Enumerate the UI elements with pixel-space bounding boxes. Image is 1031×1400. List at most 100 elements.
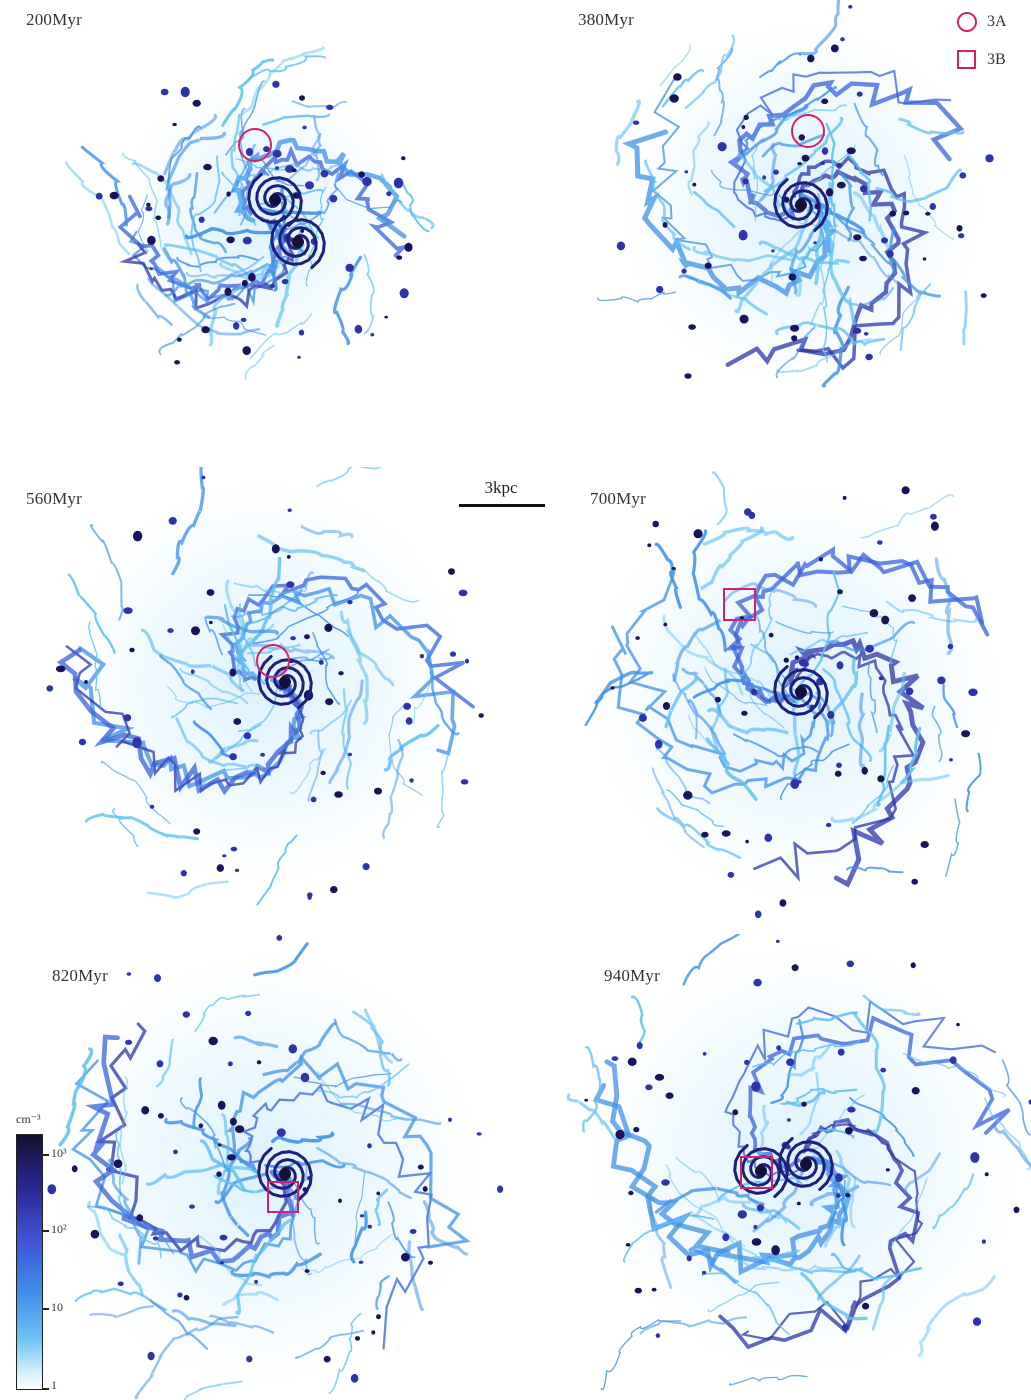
gas-filament xyxy=(410,669,433,725)
diffuse-gas-halo xyxy=(28,934,502,1400)
gas-filament xyxy=(352,1010,391,1087)
dense-gas-clump xyxy=(145,206,153,212)
gas-filament xyxy=(983,1097,1031,1171)
gas-filament xyxy=(610,625,830,795)
dense-gas-clump xyxy=(347,752,352,757)
gas-filament xyxy=(300,525,354,539)
dense-gas-clump xyxy=(837,1048,845,1056)
dense-gas-clump xyxy=(404,242,413,252)
dense-gas-clump xyxy=(930,521,939,531)
gas-filament xyxy=(775,321,886,347)
gas-filament xyxy=(654,1186,765,1214)
dense-gas-clump xyxy=(821,147,829,155)
panel-200myr: 200Myr xyxy=(0,0,515,466)
gas-filament xyxy=(164,173,192,226)
dense-gas-clump xyxy=(984,1172,989,1177)
dense-gas-clump xyxy=(219,1261,224,1265)
gas-filament xyxy=(86,1200,125,1257)
dense-gas-clump xyxy=(616,241,626,251)
dense-gas-clump xyxy=(146,202,151,207)
dense-gas-clump xyxy=(176,337,182,342)
nuclear-spiral xyxy=(265,658,313,709)
dense-gas-clump xyxy=(226,191,231,197)
gas-filament xyxy=(293,1072,392,1088)
dense-gas-clump xyxy=(203,163,212,171)
dense-gas-clump xyxy=(287,508,292,512)
gas-filament xyxy=(235,1217,294,1316)
dense-gas-clump xyxy=(663,622,668,627)
gas-filament xyxy=(238,46,325,117)
gas-filament xyxy=(687,121,710,196)
dense-gas-clump xyxy=(330,886,338,894)
dense-gas-clump xyxy=(739,314,749,324)
gas-filament xyxy=(604,1059,840,1266)
gas-filament xyxy=(825,122,837,228)
dense-gas-clump xyxy=(224,287,232,296)
dense-gas-clump xyxy=(71,1165,78,1173)
dense-gas-clump xyxy=(686,1255,692,1262)
dense-gas-clump xyxy=(885,1168,890,1172)
nuclear-spiral xyxy=(781,181,829,232)
gas-filament xyxy=(799,0,841,56)
dense-gas-clump xyxy=(636,1042,643,1050)
galaxy-density-map-700myr xyxy=(570,467,1022,919)
dense-gas-clump xyxy=(276,1128,286,1137)
gas-filament xyxy=(253,942,309,977)
dense-gas-clump xyxy=(684,373,692,379)
dense-gas-clump xyxy=(147,1351,155,1361)
dense-gas-clump xyxy=(173,1149,178,1155)
gas-filament xyxy=(218,575,475,709)
colorbar-tick-label: 10³ xyxy=(51,1146,67,1160)
dense-gas-clump xyxy=(216,864,224,872)
dense-gas-clump xyxy=(393,177,404,189)
gas-filament xyxy=(904,1152,942,1194)
gas-filament xyxy=(846,866,904,874)
dense-gas-clump xyxy=(269,283,275,289)
gas-filament xyxy=(847,152,873,222)
gas-filament xyxy=(131,161,193,256)
dense-gas-clump xyxy=(227,1061,233,1067)
dense-gas-clump xyxy=(846,147,856,155)
dense-gas-clump xyxy=(836,661,844,670)
dense-gas-clump xyxy=(847,1106,856,1113)
time-label-560myr: 560Myr xyxy=(26,489,82,508)
gas-filament xyxy=(848,287,895,308)
gas-filament xyxy=(328,679,364,785)
gas-filament xyxy=(189,172,227,254)
dense-gas-clump xyxy=(610,686,615,690)
dense-gas-clump xyxy=(860,185,868,193)
dense-gas-clump xyxy=(226,236,235,244)
gas-filament xyxy=(295,1329,365,1360)
dense-gas-clump xyxy=(790,778,800,789)
dense-gas-clump xyxy=(55,665,66,673)
dense-gas-clump xyxy=(1013,1206,1020,1213)
dense-gas-clump xyxy=(334,791,343,798)
dense-gas-clump xyxy=(276,935,283,941)
gas-filament xyxy=(768,229,802,284)
dense-gas-clump xyxy=(635,636,640,640)
gas-filament xyxy=(691,529,727,653)
nuclear-spiral xyxy=(255,176,303,227)
gas-filament xyxy=(380,173,435,230)
dense-gas-clump xyxy=(324,623,333,632)
colorbar-gradient xyxy=(16,1134,43,1390)
nuclear-spiral xyxy=(786,1140,834,1191)
dense-gas-clump xyxy=(286,555,291,559)
dense-gas-clump xyxy=(654,739,663,749)
dense-gas-clump xyxy=(149,804,155,809)
gas-filament xyxy=(263,648,330,681)
gas-filament xyxy=(707,1281,780,1313)
gas-filament xyxy=(917,1275,997,1358)
dense-gas-clump xyxy=(84,680,88,684)
gas-filament xyxy=(388,702,423,797)
dense-gas-clump xyxy=(980,293,987,298)
dense-gas-clump xyxy=(702,1052,707,1056)
gas-filament xyxy=(339,1102,442,1126)
gas-filament xyxy=(879,290,927,356)
dense-gas-clump xyxy=(741,710,748,716)
nuclear-spiral xyxy=(257,655,305,706)
galaxy-density-map-560myr xyxy=(44,467,486,906)
dense-gas-clump xyxy=(299,95,305,101)
dense-gas-clump xyxy=(783,657,789,663)
gas-filament xyxy=(776,337,872,374)
